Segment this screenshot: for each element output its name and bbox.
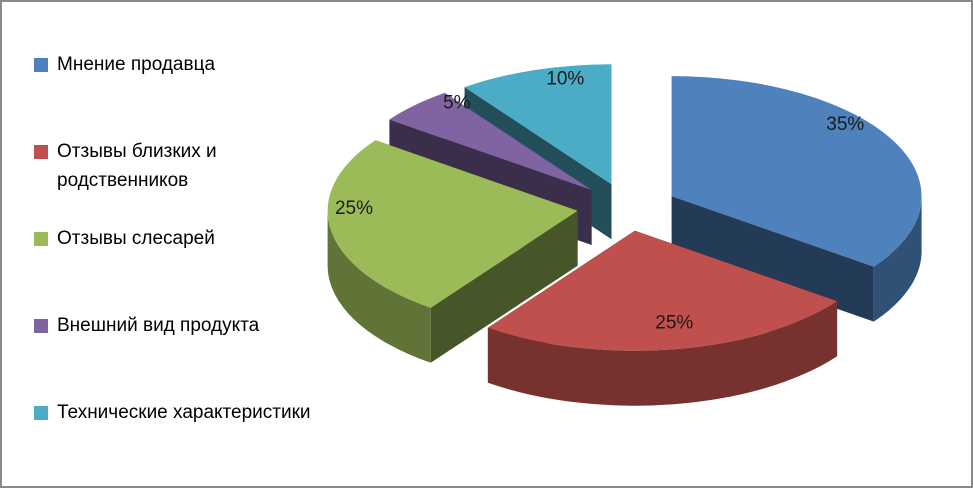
legend-item-4: Технические характеристики	[34, 398, 374, 427]
legend-swatch	[34, 406, 48, 420]
legend-swatch	[34, 145, 48, 159]
legend-item-1: Отзывы близких и родственников	[34, 137, 374, 195]
pie-value-label: 25%	[335, 198, 373, 219]
chart-legend: Мнение продавца Отзывы близких и родствен…	[34, 2, 374, 486]
pie-slice-2-rim	[327, 210, 431, 363]
legend-label: Мнение продавца	[57, 54, 216, 75]
pie-slice-0	[671, 76, 922, 267]
legend-label: Отзывы слесарей	[57, 228, 215, 249]
pie-slice-2	[327, 140, 578, 308]
pie-slice-3	[389, 92, 592, 190]
legend-item-3: Внешний вид продукта	[34, 311, 374, 340]
pie-slice-0-cut-face-1	[671, 196, 874, 322]
pie-value-label: 25%	[655, 313, 693, 334]
legend-item-0: Мнение продавца	[34, 50, 374, 79]
pie-value-label: 10%	[546, 69, 584, 90]
pie-value-label: 5%	[443, 92, 471, 113]
pie-slice-4	[464, 64, 612, 185]
legend-label: Технические характеристики	[57, 402, 311, 423]
legend-swatch	[34, 232, 48, 246]
pie-value-label: 35%	[826, 114, 864, 135]
legend-swatch	[34, 58, 48, 72]
pie-slice-0-rim	[873, 196, 922, 322]
legend-label: Отзывы близких и родственников	[57, 141, 217, 191]
legend-swatch	[34, 319, 48, 333]
pie-slice-1-rim	[487, 301, 838, 406]
pie-slice-1	[487, 230, 838, 351]
legend-item-2: Отзывы слесарей	[34, 224, 374, 253]
legend-label: Внешний вид продукта	[57, 315, 260, 336]
